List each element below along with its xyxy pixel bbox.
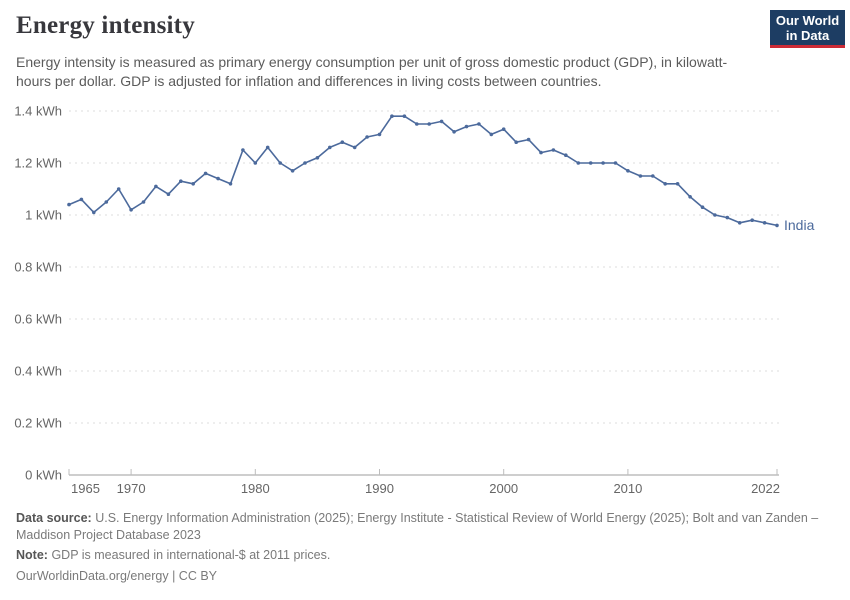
data-point[interactable] <box>415 122 419 126</box>
note-label: Note: <box>16 548 48 562</box>
data-point[interactable] <box>290 169 295 173</box>
data-point[interactable] <box>141 200 146 204</box>
page-title: Energy intensity <box>16 12 195 39</box>
data-point[interactable] <box>154 184 158 189</box>
data-source-text: U.S. Energy Information Administration (… <box>16 511 819 542</box>
chart-footer: Data source: U.S. Energy Information Adm… <box>16 510 834 588</box>
data-point[interactable] <box>601 161 605 165</box>
owid-logo[interactable]: Our World in Data <box>770 10 845 48</box>
y-axis-tick-label: 0.6 kWh <box>14 312 62 327</box>
x-axis-tick-label: 1980 <box>241 481 270 496</box>
data-point[interactable] <box>241 148 245 152</box>
data-point[interactable] <box>315 156 320 160</box>
owid-link[interactable]: OurWorldinData.org/energy | CC BY <box>16 568 218 583</box>
data-point[interactable] <box>588 161 593 165</box>
data-point[interactable] <box>67 202 71 207</box>
data-point[interactable] <box>750 218 754 222</box>
data-point[interactable] <box>265 145 270 150</box>
data-point[interactable] <box>116 187 121 191</box>
x-axis-tick-label: 2022 <box>751 481 780 496</box>
note-line: Note: GDP is measured in international-$… <box>16 547 834 564</box>
data-point[interactable] <box>278 161 283 165</box>
data-point[interactable] <box>762 221 767 225</box>
data-point[interactable] <box>390 114 394 118</box>
data-point[interactable] <box>303 161 307 165</box>
chart-subtitle: Energy intensity is measured as primary … <box>16 54 728 89</box>
y-axis-tick-label: 0.4 kWh <box>14 364 62 379</box>
data-point[interactable] <box>564 153 568 157</box>
data-point[interactable] <box>576 161 581 165</box>
data-point[interactable] <box>675 182 680 186</box>
data-point[interactable] <box>203 171 208 176</box>
data-point[interactable] <box>775 223 779 228</box>
data-point[interactable] <box>216 176 220 181</box>
data-point[interactable] <box>651 174 655 178</box>
note-text: GDP is measured in international-$ at 20… <box>51 548 331 562</box>
data-point[interactable] <box>92 210 96 215</box>
chart-canvas: 0 kWh 0.2 kWh 0.4 kWh 0.6 kWh 0.8 kWh 1 kWh 1.… <box>14 104 815 497</box>
data-point[interactable] <box>365 135 369 139</box>
data-point[interactable] <box>340 140 345 144</box>
data-point[interactable] <box>104 200 109 204</box>
data-point[interactable] <box>129 208 133 212</box>
data-point[interactable] <box>79 197 84 202</box>
logo-text-line2: in Data <box>785 28 830 43</box>
x-axis-tick-label: 2010 <box>613 481 642 496</box>
data-point[interactable] <box>713 213 717 217</box>
y-axis-tick-label: 1.2 kWh <box>14 156 62 171</box>
x-axis-tick-label: 1965 <box>71 481 100 496</box>
data-point[interactable] <box>377 132 382 137</box>
data-point[interactable] <box>464 124 469 129</box>
data-source-line: Data source: U.S. Energy Information Adm… <box>16 510 834 543</box>
data-point[interactable] <box>638 174 643 178</box>
data-source-label: Data source: <box>16 511 92 525</box>
data-point[interactable] <box>328 145 332 150</box>
x-axis-tick-label: 2000 <box>489 481 518 496</box>
y-axis-tick-label: 0.2 kWh <box>14 416 62 431</box>
data-point[interactable] <box>402 114 407 118</box>
data-point[interactable] <box>725 215 730 220</box>
data-point[interactable] <box>626 169 630 173</box>
data-point[interactable] <box>613 161 618 165</box>
data-point[interactable] <box>551 148 556 152</box>
data-point[interactable] <box>452 130 456 134</box>
data-point[interactable] <box>166 192 171 196</box>
y-axis-tick-label: 0.8 kWh <box>14 260 62 275</box>
data-point[interactable] <box>700 205 705 209</box>
series-label-india[interactable]: India <box>784 217 815 233</box>
x-axis-tick-label: 1970 <box>117 481 146 496</box>
data-point[interactable] <box>477 122 481 126</box>
data-point[interactable] <box>191 182 195 186</box>
data-point[interactable] <box>427 122 432 126</box>
license-line: OurWorldinData.org/energy | CC BY <box>16 568 834 585</box>
data-point[interactable] <box>663 182 667 186</box>
data-point[interactable] <box>539 150 543 155</box>
data-point[interactable] <box>526 137 531 142</box>
data-point[interactable] <box>688 195 692 199</box>
data-point[interactable] <box>228 182 233 186</box>
data-point[interactable] <box>514 140 518 144</box>
data-point[interactable] <box>179 179 183 183</box>
data-point[interactable] <box>352 145 357 150</box>
y-axis-tick-label: 1.4 kWh <box>14 104 62 119</box>
data-point[interactable] <box>489 132 494 137</box>
logo-text-line1: Our World <box>775 13 840 28</box>
x-axis-tick-label: 1990 <box>365 481 394 496</box>
y-axis-tick-label: 1 kWh <box>25 208 62 223</box>
data-point[interactable] <box>253 161 258 165</box>
data-point[interactable] <box>501 127 506 131</box>
data-point[interactable] <box>737 221 742 225</box>
y-axis-tick-label: 0 kWh <box>25 468 62 483</box>
data-point[interactable] <box>439 119 444 124</box>
series-line-india[interactable] <box>68 115 778 227</box>
